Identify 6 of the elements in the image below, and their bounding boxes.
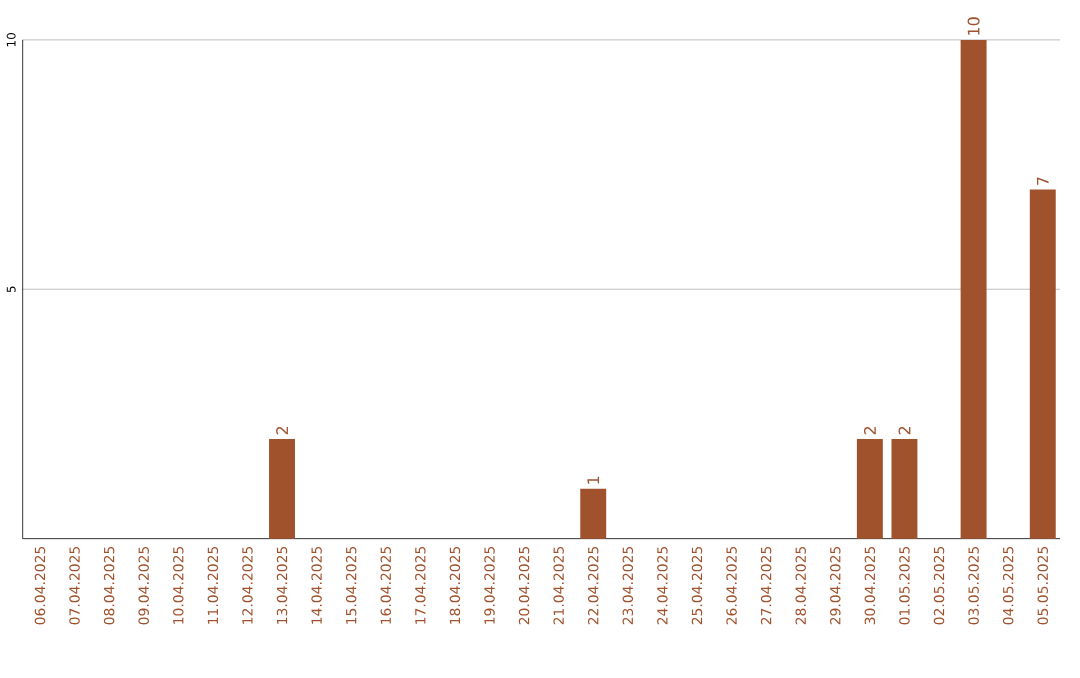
bar [856, 438, 883, 539]
bar [960, 39, 987, 539]
bar [269, 438, 295, 539]
bar [580, 488, 607, 539]
bar [1029, 189, 1056, 539]
bar [891, 438, 918, 539]
